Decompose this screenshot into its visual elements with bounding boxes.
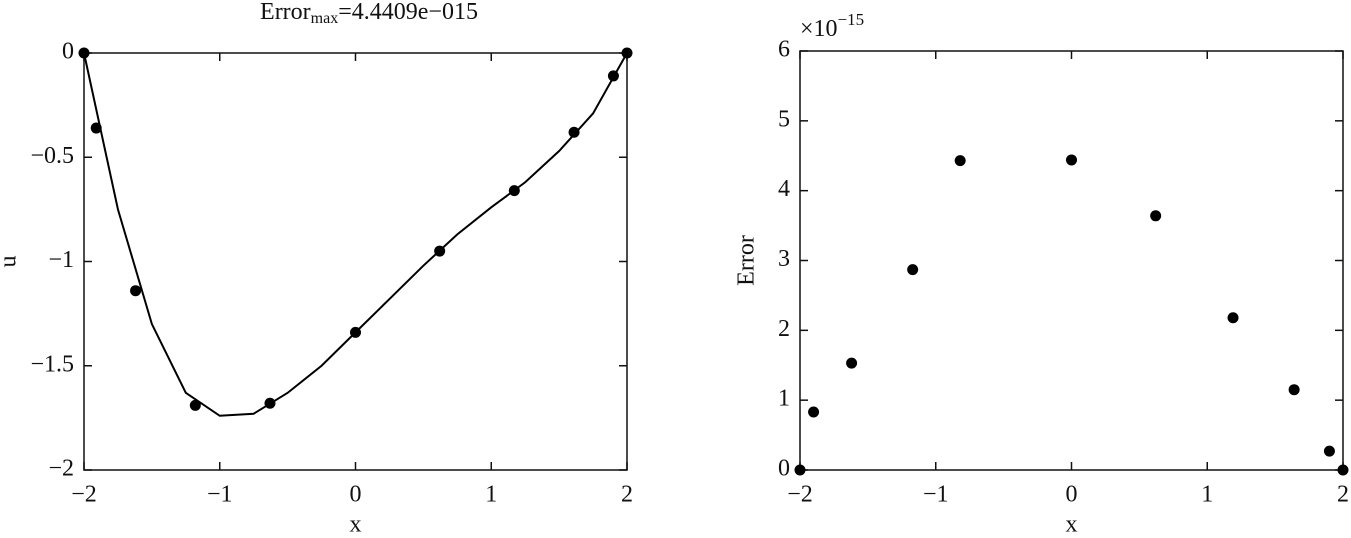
x-tick-label: 1 <box>1201 482 1213 508</box>
y-axis-label: u <box>0 256 22 268</box>
data-point <box>621 47 633 59</box>
data-point <box>846 357 858 369</box>
y-multiplier: ×10−15 <box>800 10 864 42</box>
x-tick-label: 1 <box>485 482 497 508</box>
data-point <box>1150 210 1162 222</box>
y-tick-label: 0 <box>778 456 790 482</box>
x-tick-label: −1 <box>207 482 233 508</box>
data-line <box>83 52 628 417</box>
y-tick-label: −0.5 <box>30 143 74 169</box>
data-point <box>568 126 580 138</box>
x-axis-label: x <box>1066 512 1078 538</box>
x-tick-label: 0 <box>350 482 362 508</box>
data-point <box>90 122 102 134</box>
y-tick-label: 6 <box>778 37 790 63</box>
title-text: =4.4409e−015 <box>338 0 478 25</box>
y-tick-label: 2 <box>778 316 790 342</box>
y-tick-label: 5 <box>778 106 790 132</box>
y-tick-label: 1 <box>778 386 790 412</box>
chart-title: Errormax=4.4409e−015 <box>260 0 478 27</box>
x-tick-label: 2 <box>1337 482 1349 508</box>
data-point <box>1337 464 1349 476</box>
data-point <box>350 326 361 338</box>
y-tick-label: −1 <box>48 247 74 273</box>
data-point <box>607 70 619 82</box>
data-point <box>78 47 90 59</box>
y-tick-label: 4 <box>778 176 790 202</box>
y-tick-label: 3 <box>778 246 790 272</box>
y-axis-label: Error <box>734 235 760 286</box>
data-point <box>954 155 966 167</box>
data-point <box>1066 154 1077 166</box>
data-point <box>808 406 820 418</box>
x-tick-label: 0 <box>1066 482 1078 508</box>
multiplier-exponent: −15 <box>838 10 865 29</box>
x-axis-label: x <box>350 512 362 538</box>
y-tick-label: −2 <box>48 456 74 482</box>
data-point <box>1288 384 1300 396</box>
data-point <box>189 399 201 411</box>
y-tick-label: 0 <box>62 39 74 65</box>
x-tick-label: −1 <box>923 482 949 508</box>
data-point <box>907 264 919 276</box>
x-tick-label: 2 <box>621 482 633 508</box>
data-point <box>1227 312 1239 324</box>
plot-frame <box>83 52 628 471</box>
multiplier-base: ×10 <box>800 16 838 42</box>
data-point <box>264 397 276 409</box>
data-point <box>434 245 446 257</box>
y-tick-label: −1.5 <box>30 351 74 377</box>
x-tick-label: −2 <box>787 482 813 508</box>
title-subscript: max <box>311 10 339 27</box>
x-tick-label: −2 <box>71 482 97 508</box>
plot-frame <box>799 50 1344 471</box>
data-point <box>130 285 142 297</box>
data-point <box>1323 445 1335 457</box>
data-point <box>508 185 520 197</box>
data-point <box>794 464 806 476</box>
title-text: Error <box>260 0 311 25</box>
